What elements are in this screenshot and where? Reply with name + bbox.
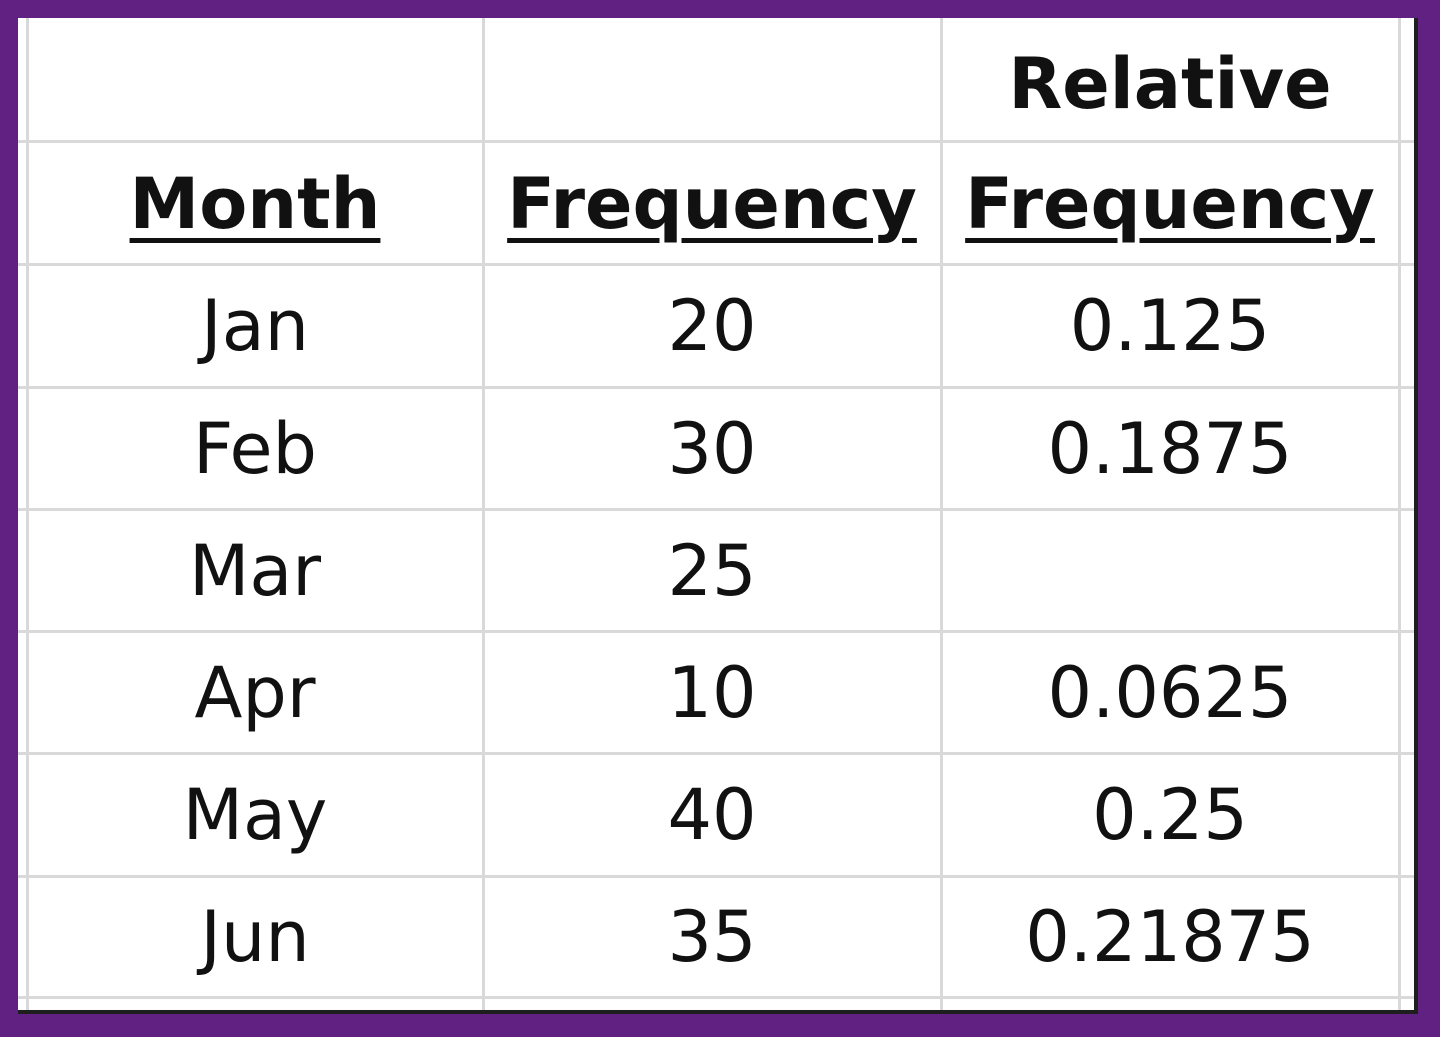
month-cell[interactable]: Jan bbox=[201, 285, 309, 367]
gridline bbox=[18, 386, 1418, 389]
frequency-cell[interactable]: 25 bbox=[667, 529, 757, 612]
header-month: Month bbox=[129, 162, 381, 245]
relative-frequency-cell[interactable]: 0.25 bbox=[1092, 774, 1248, 856]
month-cell[interactable]: Mar bbox=[188, 529, 322, 612]
header-month-cell[interactable]: Month bbox=[28, 144, 482, 263]
gridline bbox=[18, 630, 1418, 633]
month-cell[interactable]: May bbox=[182, 774, 328, 856]
gridline bbox=[482, 18, 485, 1010]
frequency-cell[interactable]: 40 bbox=[667, 774, 757, 856]
relative-frequency-cell[interactable]: 0.21875 bbox=[1025, 896, 1315, 978]
relative-frequency-cell[interactable] bbox=[942, 511, 1398, 630]
gridline bbox=[18, 752, 1418, 755]
header-relative-frequency-cell[interactable]: Frequency bbox=[942, 144, 1398, 263]
gridline bbox=[18, 140, 1418, 143]
frequency-cell[interactable]: 10 bbox=[667, 651, 757, 734]
frequency-cell[interactable]: 20 bbox=[667, 285, 757, 367]
gridline bbox=[18, 996, 1418, 999]
month-cell[interactable]: Feb bbox=[193, 407, 317, 490]
header-frequency-cell[interactable]: Frequency bbox=[484, 144, 940, 263]
gridline bbox=[940, 18, 943, 1010]
sheet-edge bbox=[1414, 18, 1418, 1010]
gridline bbox=[26, 18, 29, 1010]
gridline bbox=[18, 263, 1418, 266]
relative-frequency-cell[interactable]: 0.0625 bbox=[1047, 651, 1293, 734]
relative-frequency-cell[interactable]: 0.125 bbox=[1069, 285, 1271, 367]
frequency-cell[interactable]: 35 bbox=[667, 896, 757, 978]
header-frequency: Frequency bbox=[507, 162, 917, 245]
month-cell[interactable]: Apr bbox=[194, 651, 316, 734]
frequency-cell[interactable]: 30 bbox=[667, 407, 757, 490]
header-relative[interactable]: Relative bbox=[1008, 43, 1332, 125]
spreadsheet-grid: Relative Month Frequency Frequency Jan 2… bbox=[18, 18, 1418, 1014]
header-relative-frequency: Frequency bbox=[965, 162, 1375, 245]
relative-frequency-cell[interactable]: 0.1875 bbox=[1047, 407, 1293, 490]
month-cell[interactable]: Jun bbox=[200, 896, 310, 978]
gridline bbox=[18, 875, 1418, 878]
gridline bbox=[18, 508, 1418, 511]
gridline bbox=[1398, 18, 1401, 1010]
